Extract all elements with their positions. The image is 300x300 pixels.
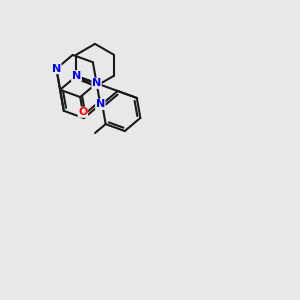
Text: O: O bbox=[78, 107, 88, 117]
Text: N: N bbox=[52, 64, 61, 74]
Text: N: N bbox=[96, 99, 105, 110]
Text: N: N bbox=[92, 78, 101, 88]
Text: N: N bbox=[72, 71, 81, 81]
Text: N: N bbox=[72, 71, 81, 81]
